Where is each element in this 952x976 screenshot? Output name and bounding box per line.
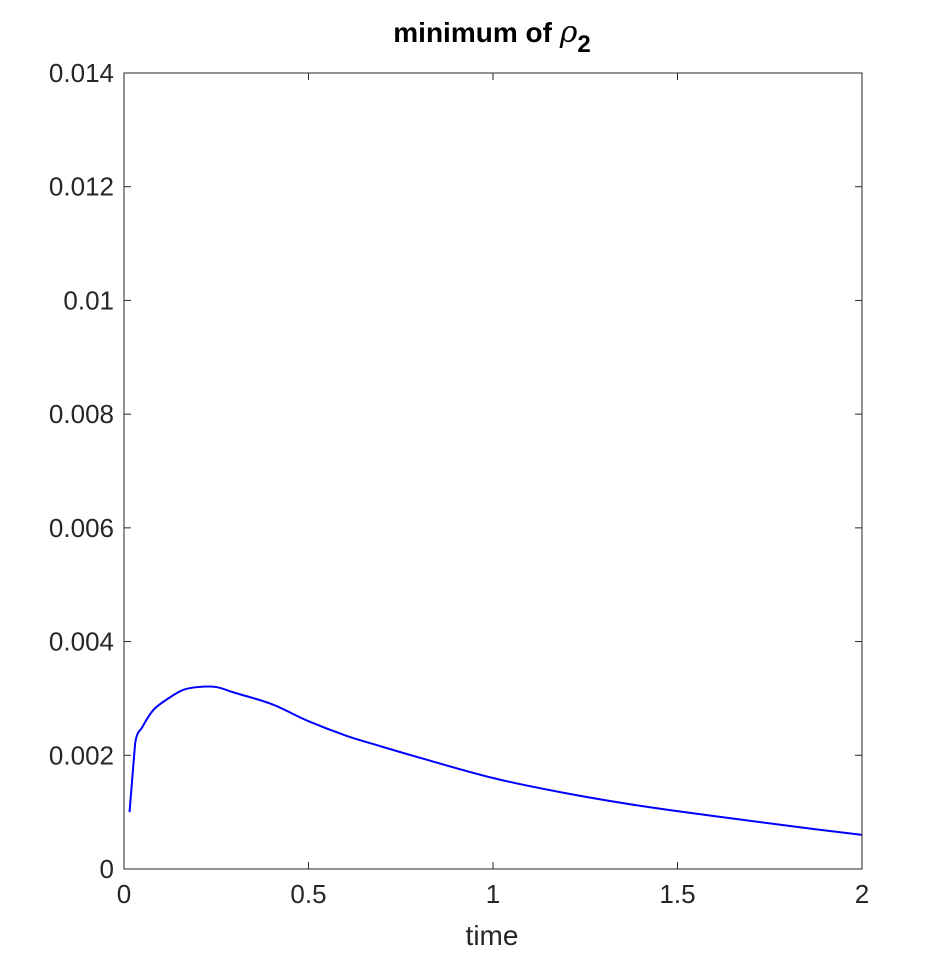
x-tick-labels: 0 0.5 1 1.5 2 bbox=[117, 879, 869, 909]
x-tick-label: 0.5 bbox=[290, 879, 326, 909]
chart-title-prefix: minimum of bbox=[393, 17, 559, 48]
series-group bbox=[128, 685, 863, 836]
y-tick-label: 0.008 bbox=[49, 399, 114, 429]
x-tick-label: 2 bbox=[855, 879, 869, 909]
y-tick-label: 0 bbox=[100, 854, 114, 884]
plot-area bbox=[124, 73, 862, 869]
y-tick-label: 0.014 bbox=[49, 58, 114, 88]
y-tick-label: 0.004 bbox=[49, 627, 114, 657]
x-tick-label: 1.5 bbox=[659, 879, 695, 909]
series-line bbox=[128, 685, 863, 836]
y-tick-labels: 0 0.002 0.004 0.006 0.008 0.01 0.012 0.014 bbox=[49, 58, 114, 884]
y-tick-label: 0.006 bbox=[49, 513, 114, 543]
y-tick-label: 0.01 bbox=[63, 285, 114, 315]
chart-title-symbol: ρ bbox=[559, 15, 578, 50]
chart-title: minimum of ρ2 bbox=[393, 15, 590, 58]
x-tick-label: 0 bbox=[117, 879, 131, 909]
x-axis-label: time bbox=[466, 920, 519, 951]
x-tick-label: 1 bbox=[486, 879, 500, 909]
chart-title-subscript: 2 bbox=[577, 31, 590, 58]
y-tick-label: 0.002 bbox=[49, 740, 114, 770]
y-tick-label: 0.012 bbox=[49, 172, 114, 202]
plot-frame bbox=[123, 72, 863, 870]
